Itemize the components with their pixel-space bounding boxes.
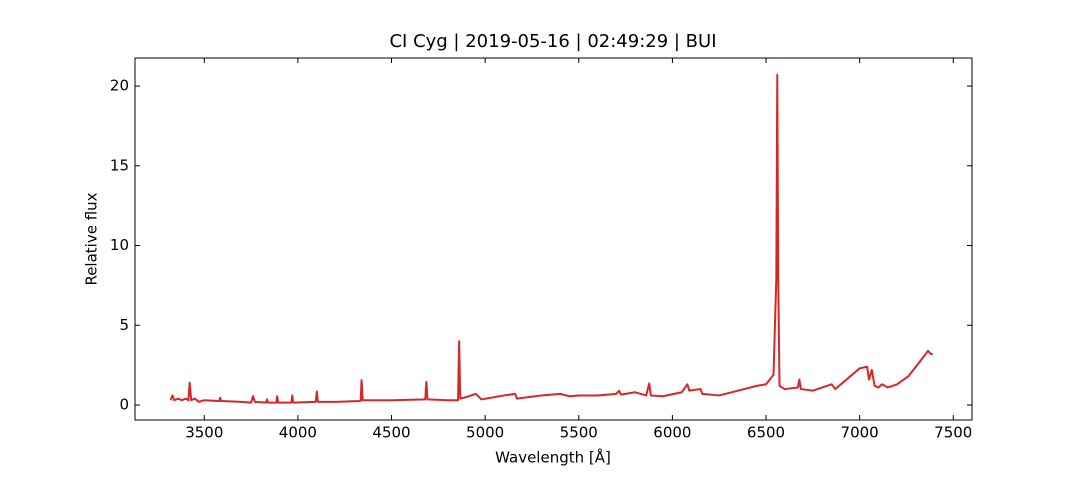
x-axis-label: Wavelength [Å]	[495, 448, 611, 467]
y-axis-label: Relative flux	[83, 192, 101, 285]
y-tick-label: 0	[119, 396, 129, 414]
x-tick-label: 5000	[466, 424, 504, 442]
y-tick-label: 10	[110, 236, 129, 254]
x-tick-label: 5500	[560, 424, 598, 442]
x-tick-label: 6500	[747, 424, 785, 442]
x-tick-label: 7000	[841, 424, 879, 442]
y-tick-label: 20	[110, 77, 129, 95]
y-tick-label: 15	[110, 156, 129, 174]
x-tick-label: 4500	[372, 424, 410, 442]
chart-title: CI Cyg | 2019-05-16 | 02:49:29 | BUI	[389, 31, 716, 52]
spectrum-line	[169, 73, 933, 404]
x-tick-label: 3500	[185, 424, 223, 442]
plot-frame	[134, 57, 973, 421]
x-tick-label: 6000	[653, 424, 691, 442]
x-tick-label: 4000	[279, 424, 317, 442]
y-tick-label: 5	[119, 316, 129, 334]
x-tick-label: 7500	[934, 424, 972, 442]
